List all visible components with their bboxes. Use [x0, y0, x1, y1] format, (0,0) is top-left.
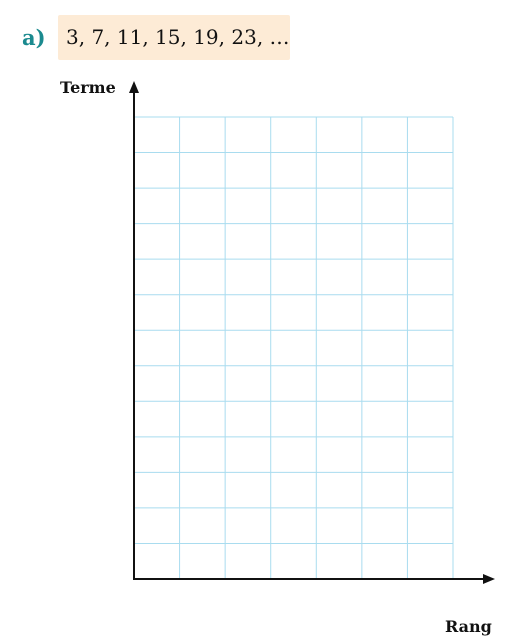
y-axis	[129, 81, 139, 580]
sequence-box: 3, 7, 11, 15, 19, 23, …	[58, 15, 290, 60]
sequence-text: 3, 7, 11, 15, 19, 23, …	[66, 25, 290, 49]
x-axis-arrow	[483, 574, 495, 584]
x-axis	[133, 574, 495, 584]
y-axis-arrow	[129, 81, 139, 93]
x-axis-label: Rang	[445, 617, 492, 636]
y-axis-label: Terme	[60, 78, 116, 97]
grid	[133, 116, 454, 580]
question-label: a)	[22, 25, 46, 50]
